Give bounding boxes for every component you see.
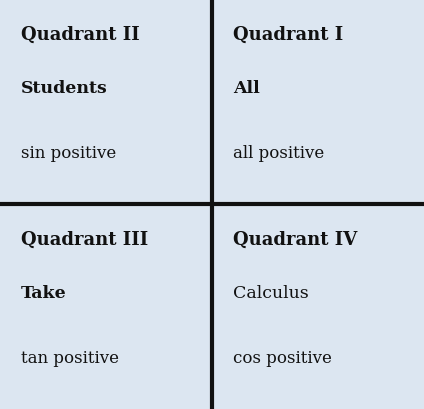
Text: Quadrant II: Quadrant II (21, 26, 140, 44)
Text: Quadrant IV: Quadrant IV (233, 230, 357, 248)
Text: Quadrant I: Quadrant I (233, 26, 343, 44)
Text: sin positive: sin positive (21, 145, 117, 162)
Text: cos positive: cos positive (233, 349, 332, 366)
Text: Quadrant III: Quadrant III (21, 230, 148, 248)
Text: Students: Students (21, 79, 108, 97)
Text: Calculus: Calculus (233, 284, 309, 301)
Text: All: All (233, 79, 260, 97)
Text: Take: Take (21, 284, 67, 301)
Text: all positive: all positive (233, 145, 324, 162)
Text: tan positive: tan positive (21, 349, 119, 366)
